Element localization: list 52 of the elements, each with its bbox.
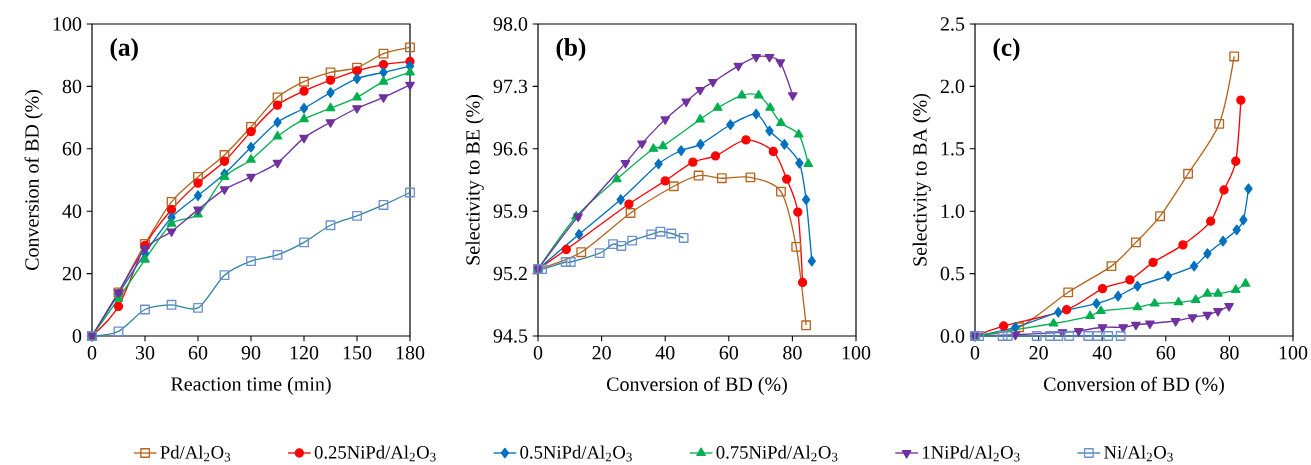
y-tick-label: 95.9 bbox=[493, 204, 528, 218]
x-tick-label: 30 bbox=[135, 346, 155, 360]
x-tick-label: 60 bbox=[188, 346, 208, 360]
y-tick-label: 0.5 bbox=[940, 266, 965, 281]
y-tick-label: 1.5 bbox=[941, 142, 965, 156]
x-axis-title: Conversion of BD (%) bbox=[1044, 376, 1224, 396]
annotation: (b) bbox=[556, 38, 586, 62]
y-tick-label: 0.0 bbox=[940, 329, 965, 343]
x-tick-label: 180 bbox=[396, 346, 425, 360]
x-tick-label: 20 bbox=[1029, 346, 1048, 360]
x-tick-label: 100 bbox=[842, 346, 871, 360]
y-tick-label: 97.3 bbox=[493, 79, 528, 94]
y-tick-label: 95.2 bbox=[493, 266, 527, 281]
y-tick-label: 2.0 bbox=[940, 79, 965, 94]
x-tick-label: 0 bbox=[87, 346, 97, 360]
legend-label: Pd/Al$_{2}$O$_{3}$ bbox=[160, 445, 231, 462]
legend-label: 0.25NiPd/Al$_{2}$O$_{3}$ bbox=[314, 445, 436, 462]
x-tick-label: 60 bbox=[719, 346, 739, 360]
y-tick-label: 94.5 bbox=[493, 329, 528, 343]
y-axis-title: Conversion of BD (%) bbox=[24, 90, 43, 271]
y-tick-label: 60 bbox=[62, 142, 82, 156]
y-tick-label: 80 bbox=[62, 79, 82, 94]
legend-label: Ni/Al$_{2}$O$_{3}$ bbox=[1104, 445, 1173, 462]
y-axis-title: Selectivity to BA (%) bbox=[912, 93, 931, 266]
y-tick-label: 20 bbox=[62, 266, 82, 281]
x-tick-label: 0 bbox=[970, 346, 980, 360]
y-tick-label: 100 bbox=[53, 17, 82, 31]
annotation: (a) bbox=[110, 38, 138, 62]
y-tick-label: 40 bbox=[62, 204, 82, 218]
x-tick-label: 80 bbox=[783, 346, 802, 360]
legend-label: 1NiPd/Al$_{2}$O$_{3}$ bbox=[922, 445, 1020, 462]
y-tick-label: 98.0 bbox=[493, 17, 528, 31]
x-tick-label: 80 bbox=[1220, 346, 1239, 360]
legend-label: 0.5NiPd/Al$_{2}$O$_{3}$ bbox=[520, 445, 632, 462]
x-tick-label: 40 bbox=[655, 346, 675, 360]
y-tick-label: 1.0 bbox=[941, 204, 965, 218]
x-axis-title: Conversion of BD (%) bbox=[607, 376, 787, 396]
y-tick-label: 2.5 bbox=[940, 17, 965, 31]
y-tick-label: 96.6 bbox=[493, 142, 528, 156]
x-tick-label: 40 bbox=[1092, 346, 1112, 360]
legend-label: 0.75NiPd/Al$_{2}$O$_{3}$ bbox=[716, 445, 838, 462]
x-tick-label: 90 bbox=[241, 346, 261, 360]
x-tick-label: 20 bbox=[592, 346, 611, 360]
x-tick-label: 150 bbox=[343, 346, 372, 360]
x-tick-label: 100 bbox=[1279, 346, 1308, 360]
x-axis-title: Reaction time (min) bbox=[171, 376, 331, 395]
annotation: (c) bbox=[993, 38, 1020, 62]
y-axis-title: Selectivity to BE (%) bbox=[465, 95, 484, 265]
x-tick-label: 0 bbox=[533, 346, 543, 360]
x-tick-label: 120 bbox=[290, 346, 319, 360]
x-tick-label: 60 bbox=[1156, 346, 1176, 360]
y-tick-label: 0 bbox=[72, 329, 82, 343]
